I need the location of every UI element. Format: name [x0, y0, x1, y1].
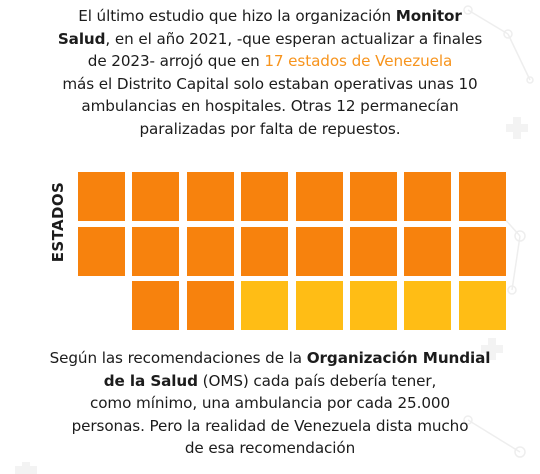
oms-line: de la Salud (OMS) cada país debería tene… — [103, 371, 437, 390]
intro-line: paralizadas por falta de repuestos. — [139, 119, 401, 138]
ambulance-cell-operativa — [241, 172, 288, 221]
intro-paragraph: El último estudio que hizo la organizaci… — [28, 5, 512, 141]
oms-line: Según las recomendaciones de la Organiza… — [49, 349, 491, 367]
highlight-org-name: Salud — [57, 29, 106, 48]
ambulance-cell-operativa — [132, 227, 179, 276]
oms-paragraph: Según las recomendaciones de la Organiza… — [28, 347, 512, 460]
axis-label-estados: ESTADOS — [49, 181, 67, 263]
ambulance-cell-operativa — [187, 281, 234, 330]
ambulance-cell-operativa — [78, 227, 125, 276]
ambulance-cell-paralizada — [241, 281, 288, 330]
ambulance-cell-operativa — [78, 172, 125, 221]
ambulance-grid — [78, 172, 508, 332]
ambulance-cell-operativa — [187, 227, 234, 276]
ambulance-cell-paralizada — [404, 281, 451, 330]
intro-line: Salud, en el año 2021, -que esperan actu… — [57, 29, 483, 48]
ambulance-cell-paralizada — [350, 281, 397, 330]
ambulance-cell-paralizada — [296, 281, 343, 330]
highlight-oms-name: de la Salud — [103, 371, 198, 390]
oms-line: de esa recomendación — [184, 439, 356, 458]
ambulance-cell-operativa — [132, 281, 179, 330]
highlight-states: 17 estados de Venezuela — [264, 52, 453, 71]
ambulance-cell-paralizada — [459, 281, 506, 330]
ambulance-cell-operativa — [350, 227, 397, 276]
ambulance-cell-operativa — [132, 172, 179, 221]
oms-line: personas. Pero la realidad de Venezuela … — [71, 416, 469, 435]
highlight-oms-name: Organización Mundial — [306, 349, 491, 367]
ambulance-cell-operativa — [187, 172, 234, 221]
intro-line: El último estudio que hizo la organizaci… — [78, 7, 462, 25]
intro-line: ambulancias en hospitales. Otras 12 perm… — [81, 97, 459, 116]
ambulance-cell-operativa — [404, 227, 451, 276]
intro-line: de 2023- arrojó que en 17 estados de Ven… — [87, 52, 453, 71]
ambulance-cell-operativa — [350, 172, 397, 221]
ambulance-cell-operativa — [404, 172, 451, 221]
ambulance-cell-operativa — [459, 172, 506, 221]
ambulance-cell-operativa — [459, 227, 506, 276]
highlight-org-name: Monitor — [395, 7, 462, 25]
intro-line: más el Distrito Capital solo estaban ope… — [62, 74, 478, 93]
ambulance-cell-operativa — [296, 227, 343, 276]
oms-line: como mínimo, una ambulancia por cada 25.… — [89, 394, 451, 413]
ambulance-cell-operativa — [241, 227, 288, 276]
ambulance-cell-operativa — [296, 172, 343, 221]
